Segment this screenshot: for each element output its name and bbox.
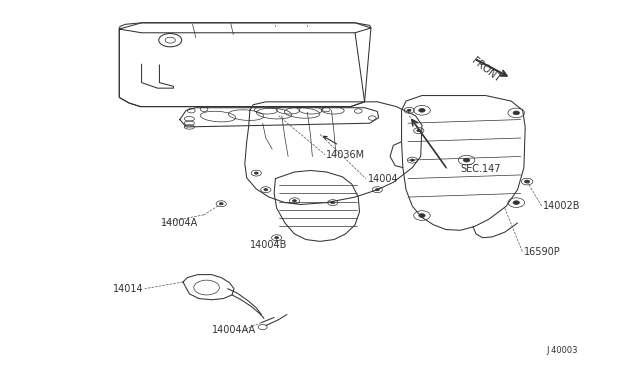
Circle shape [513, 111, 520, 115]
Circle shape [417, 129, 420, 132]
Circle shape [407, 109, 411, 112]
Circle shape [525, 180, 530, 183]
Text: 14014: 14014 [113, 283, 143, 294]
Text: 14004B: 14004B [250, 240, 287, 250]
Text: 14004AA: 14004AA [212, 325, 256, 335]
Circle shape [275, 237, 278, 239]
Text: J 40003: J 40003 [546, 346, 578, 355]
Circle shape [513, 201, 520, 205]
Circle shape [264, 189, 268, 191]
Text: FRONT: FRONT [470, 55, 502, 84]
Text: 16590P: 16590P [524, 247, 561, 257]
Text: 14004A: 14004A [161, 218, 198, 228]
Circle shape [410, 159, 414, 161]
Circle shape [254, 172, 258, 174]
Circle shape [463, 158, 470, 162]
Circle shape [376, 189, 380, 191]
Circle shape [292, 200, 296, 202]
Text: 14036M: 14036M [326, 150, 365, 160]
Text: 14004: 14004 [368, 174, 399, 184]
Circle shape [419, 109, 425, 112]
Circle shape [331, 202, 335, 204]
Circle shape [419, 214, 425, 217]
Circle shape [220, 203, 223, 205]
Text: 14002B: 14002B [543, 201, 580, 211]
Text: SEC.147: SEC.147 [460, 164, 500, 174]
